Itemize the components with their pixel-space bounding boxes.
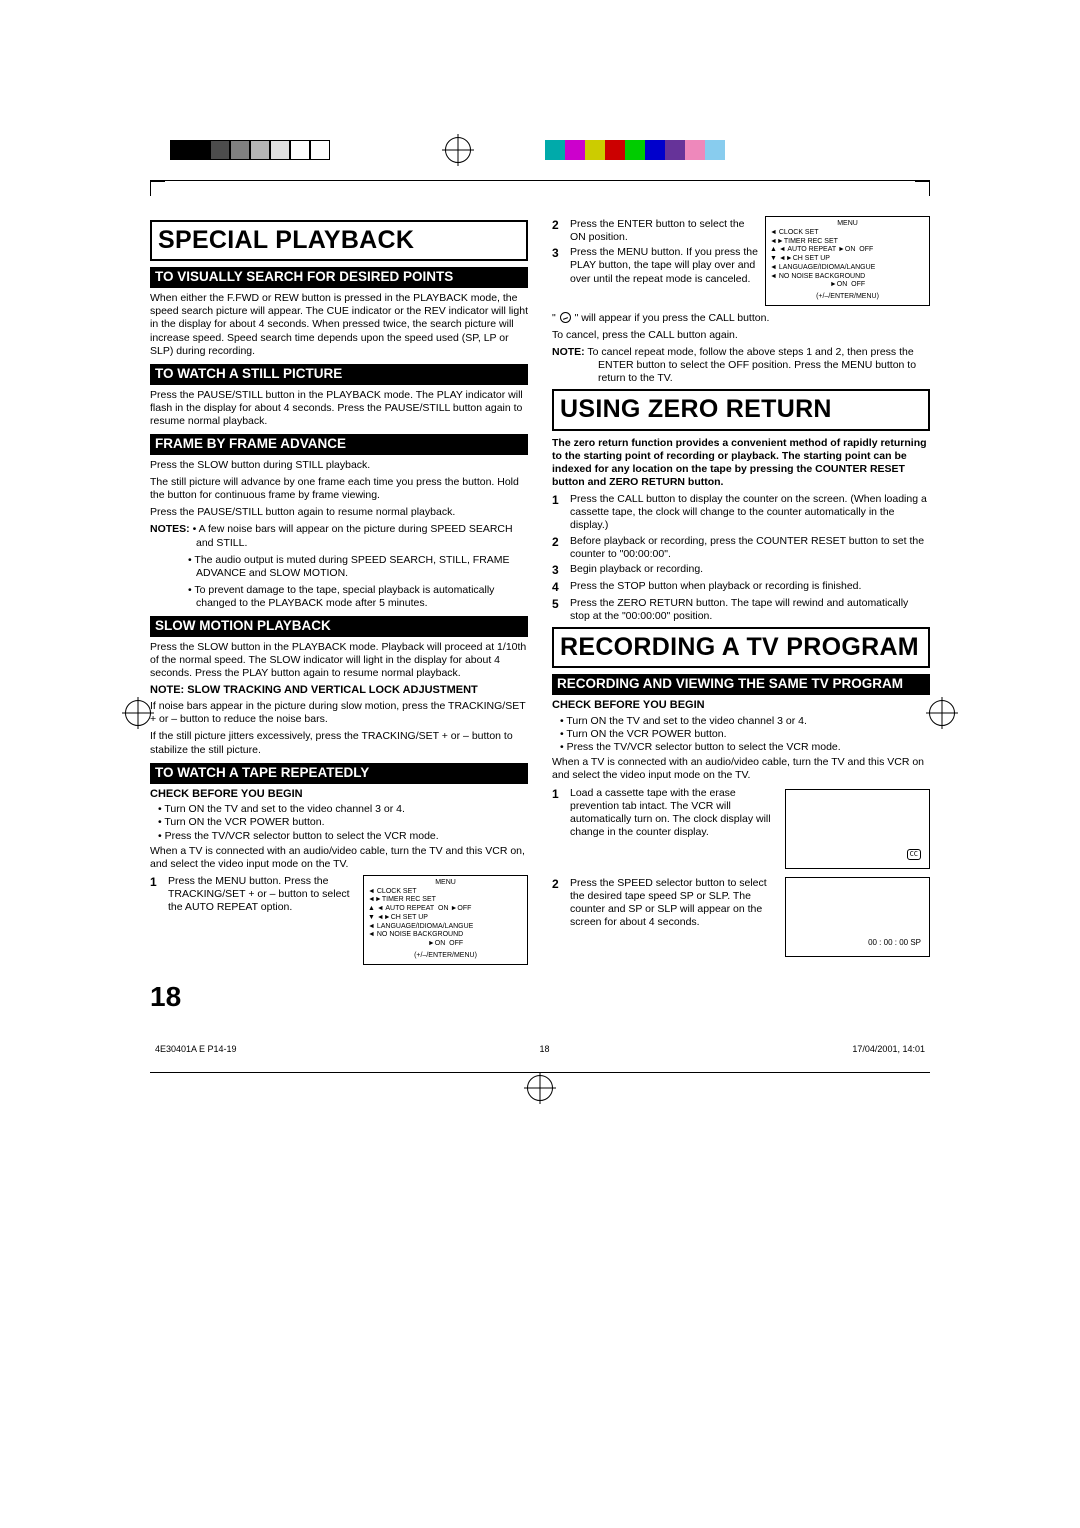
check-item: Turn ON the TV and set to the video chan… [560,715,930,728]
notes-block: NOTES: • A few noise bars will appear on… [150,523,528,610]
menu-row: ◄ LANGUAGE/IDIOMA/LANGUE [368,923,523,932]
check-item: Press the TV/VCR selector button to sele… [158,830,528,843]
page: SPECIAL PLAYBACK TO VISUALLY SEARCH FOR … [0,0,1080,1163]
note-slow-tracking-heading: NOTE: SLOW TRACKING AND VERTICAL LOCK AD… [150,684,528,698]
repeat-icon [560,312,571,323]
menu-title: MENU [368,879,523,888]
step-3: 3Press the MENU button. If you press the… [552,246,759,285]
check-item: Turn ON the TV and set to the video chan… [158,803,528,816]
menu-row: ◄ CLOCK SET [770,229,925,238]
content-frame: SPECIAL PLAYBACK TO VISUALLY SEARCH FOR … [150,180,930,1073]
note-1: NOTES: • A few noise bars will appear on… [150,523,528,549]
menu-row: ◄ LANGUAGE/IDIOMA/LANGUE [770,264,925,273]
menu-row: ◄►TIMER REC SET [770,238,925,247]
two-column-layout: SPECIAL PLAYBACK TO VISUALLY SEARCH FOR … [150,216,930,1014]
menu-row: ◄►TIMER REC SET [368,896,523,905]
menu-footer: (+/–/ENTER/MENU) [368,952,523,961]
menu-title: MENU [770,220,925,229]
right-column: MENU ◄ CLOCK SET ◄►TIMER REC SET ▲ ◄ AUT… [552,216,930,1014]
color-bars-color [545,140,725,160]
menu-row: ◄ NO NOISE BACKGROUND [368,931,523,940]
subheading-repeat: TO WATCH A TAPE REPEATEDLY [150,763,528,784]
menu-footer: (+/–/ENTER/MENU) [770,293,925,302]
subheading-visual-search: TO VISUALLY SEARCH FOR DESIRED POINTS [150,267,528,288]
check-before-begin-heading-2: CHECK BEFORE YOU BEGIN [552,699,930,713]
screen-diagram-cc: CC [785,789,930,869]
crosshair-bottom [527,1075,553,1101]
footer-center: 18 [539,1044,549,1054]
bottom-registration [150,1073,930,1103]
cc-icon: CC [907,849,921,860]
paragraph-frame3: Press the PAUSE/STILL button again to re… [150,506,528,519]
registration-marks [0,140,1080,170]
paragraph-slow: Press the SLOW button in the PLAYBACK mo… [150,641,528,680]
menu-row: ◄ NO NOISE BACKGROUND [770,273,925,282]
paragraph-av-note: When a TV is connected with an audio/vid… [150,845,528,871]
zero-step-5: 5Press the ZERO RETURN button. The tape … [552,597,930,623]
note-label: NOTE: [552,346,585,358]
subheading-still-picture: TO WATCH A STILL PICTURE [150,364,528,385]
zero-return-steps: 1Press the CALL button to display the co… [552,493,930,623]
paragraph-visual-search: When either the F.FWD or REW button is p… [150,292,528,358]
check-before-begin-heading: CHECK BEFORE YOU BEGIN [150,788,528,802]
paragraph-frame2: The still picture will advance by one fr… [150,476,528,502]
check-list-right: Turn ON the TV and set to the video chan… [552,715,930,754]
counter-text: 00 : 00 : 00 SP [868,938,921,948]
paragraph-still-picture: Press the PAUSE/STILL button in the PLAY… [150,389,528,428]
page-number: 18 [150,979,528,1014]
paragraph-slow2: If noise bars appear in the picture duri… [150,700,528,726]
menu-row: ▲ ◄ AUTO REPEAT ►ON OFF [770,246,925,255]
crop-mark-tr [915,181,930,196]
paragraph-av-note-2: When a TV is connected with an audio/vid… [552,756,930,782]
rec-step-2: 2Press the SPEED selector button to sele… [552,877,779,930]
menu-row: ▲ ◄ AUTO REPEAT ON ►OFF [368,905,523,914]
menu-row: ►ON OFF [368,940,523,949]
subheading-slow-motion: SLOW MOTION PLAYBACK [150,616,528,637]
crosshair-top [445,137,471,163]
menu-row: ▼ ◄►CH SET UP [770,255,925,264]
paragraph-slow3: If the still picture jitters excessively… [150,730,528,756]
check-item: Press the TV/VCR selector button to sele… [560,741,930,754]
heading-special-playback: SPECIAL PLAYBACK [150,220,528,261]
footer-line: 4E30401A E P14-19 18 17/04/2001, 14:01 [150,1044,930,1054]
footer-right: 17/04/2001, 14:01 [852,1044,925,1054]
heading-recording: RECORDING A TV PROGRAM [552,627,930,668]
menu-row: ►ON OFF [770,281,925,290]
crosshair-right [929,700,955,726]
note-2: • The audio output is muted during SPEED… [150,554,528,580]
zero-return-intro: The zero return function provides a conv… [552,437,930,490]
step-1-left: 1Press the MENU button. Press the TRACKI… [150,875,357,914]
step-2: 2Press the ENTER button to select the ON… [552,218,759,244]
zero-step-4: 4Press the STOP button when playback or … [552,580,930,595]
menu-row: ▼ ◄►CH SET UP [368,914,523,923]
crop-mark-tl [150,181,165,196]
zero-step-2: 2Before playback or recording, press the… [552,535,930,561]
menu-diagram-2: MENU ◄ CLOCK SET ◄►TIMER REC SET ▲ ◄ AUT… [765,216,930,306]
notes-label: NOTES: [150,523,190,535]
crosshair-left [125,700,151,726]
check-list-left: Turn ON the TV and set to the video chan… [150,803,528,842]
zero-step-3: 3Begin playback or recording. [552,563,930,578]
screen-diagram-sp: 00 : 00 : 00 SP [785,877,930,957]
subheading-recording-viewing: RECORDING AND VIEWING THE SAME TV PROGRA… [552,674,930,695]
call-note-1: " " will appear if you press the CALL bu… [552,312,930,325]
paragraph-frame1: Press the SLOW button during STILL playb… [150,459,528,472]
call-note-2: To cancel, press the CALL button again. [552,329,930,342]
menu-diagram-1: MENU ◄ CLOCK SET ◄►TIMER REC SET ▲ ◄ AUT… [363,875,528,965]
heading-zero-return: USING ZERO RETURN [552,389,930,430]
check-item: Turn ON the VCR POWER button. [158,816,528,829]
cancel-note: NOTE: To cancel repeat mode, follow the … [552,346,930,385]
note-3: • To prevent damage to the tape, special… [150,584,528,610]
footer-left: 4E30401A E P14-19 [155,1044,237,1054]
zero-step-1: 1Press the CALL button to display the co… [552,493,930,532]
menu-row: ◄ CLOCK SET [368,888,523,897]
left-column: SPECIAL PLAYBACK TO VISUALLY SEARCH FOR … [150,216,528,1014]
rec-step-1: 1Load a cassette tape with the erase pre… [552,787,779,840]
check-item: Turn ON the VCR POWER button. [560,728,930,741]
color-bars-grayscale [170,140,330,160]
subheading-frame-advance: FRAME BY FRAME ADVANCE [150,434,528,455]
